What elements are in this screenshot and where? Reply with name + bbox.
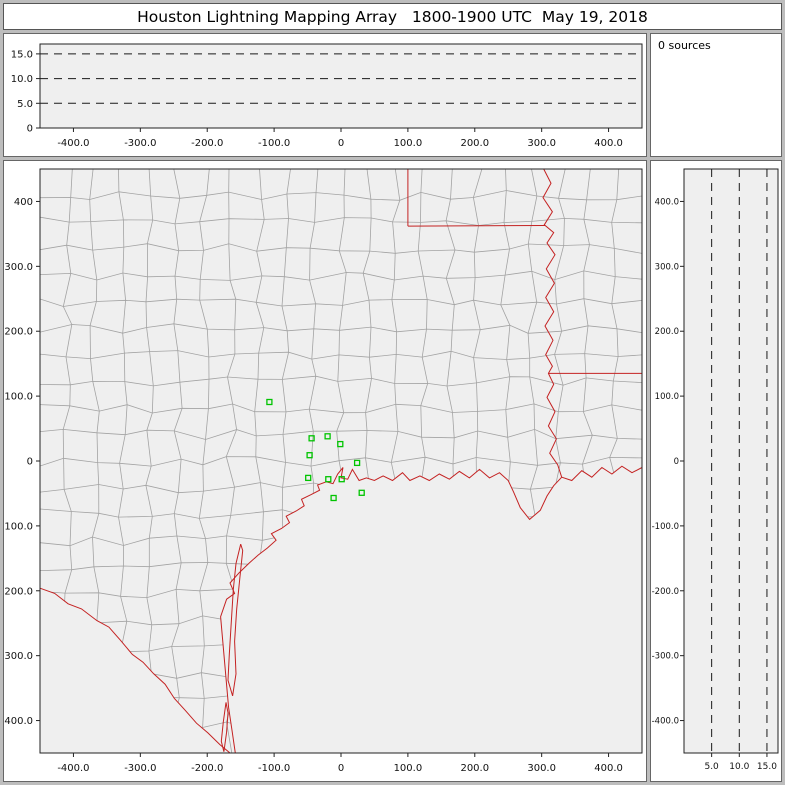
svg-text:10.0: 10.0 — [729, 762, 749, 772]
svg-text:-100.0: -100.0 — [652, 522, 679, 532]
svg-text:-200.0: -200.0 — [191, 763, 223, 774]
x-axis-ticks: -400.0 -300.0 -200.0 -100.0 0 100.0 200.0 300.0… — [57, 128, 623, 149]
lma-stations — [266, 398, 365, 502]
altitude-ns-plot[interactable]: 400.0 300.0 200.0 100.0 0 -100.0 -200.0 -300.0 -… — [651, 161, 781, 781]
altitude-ew-panel: 0 5.0 10.0 15.0 -400.0 -300.0 -200.0 -100.0 0 100… — [3, 33, 647, 157]
svg-text:5.0: 5.0 — [704, 762, 719, 772]
plan-view-map-panel: 400300.0200.0100.00-100.0-200.0-300.0-40… — [3, 160, 647, 782]
svg-text:15.0: 15.0 — [11, 49, 33, 60]
svg-text:400.0: 400.0 — [594, 763, 623, 774]
svg-text:400.0: 400.0 — [594, 138, 623, 149]
plot-grid: 0 5.0 10.0 15.0 -400.0 -300.0 -200.0 -100.0 0 100… — [3, 33, 782, 782]
svg-text:200.0: 200.0 — [460, 138, 489, 149]
svg-text:0: 0 — [27, 457, 33, 468]
svg-text:-300.0: -300.0 — [124, 138, 156, 149]
svg-text:-300.0: -300.0 — [4, 651, 33, 662]
svg-text:-300.0: -300.0 — [124, 763, 156, 774]
svg-text:-100.0: -100.0 — [258, 763, 290, 774]
svg-text:100.0: 100.0 — [394, 763, 423, 774]
svg-text:-400.0: -400.0 — [57, 763, 89, 774]
svg-text:0: 0 — [27, 124, 33, 135]
x-axis-ticks: 5.0 10.0 15.0 — [704, 753, 777, 772]
svg-text:300.0: 300.0 — [527, 763, 556, 774]
altitude-gridlines — [40, 53, 642, 104]
svg-text:200.0: 200.0 — [655, 327, 679, 337]
page-title: Houston Lightning Mapping Array 1800-190… — [3, 3, 782, 30]
svg-text:300.0: 300.0 — [4, 262, 33, 273]
svg-text:300.0: 300.0 — [655, 262, 679, 272]
y-axis-ticks: 400 300.0 200.0 100.0 0 -100.0 -200.0 -300.0 -40… — [4, 197, 40, 727]
svg-text:100.0: 100.0 — [4, 392, 33, 403]
svg-text:-100.0: -100.0 — [258, 138, 290, 149]
altitude-ew-plot[interactable]: 0 5.0 10.0 15.0 -400.0 -300.0 -200.0 -100.0 0 100… — [4, 34, 646, 156]
svg-text:100.0: 100.0 — [655, 392, 679, 402]
svg-text:200.0: 200.0 — [460, 763, 489, 774]
svg-text:300.0: 300.0 — [527, 138, 556, 149]
svg-text:-400.0: -400.0 — [4, 716, 33, 727]
svg-text:-200.0: -200.0 — [652, 587, 679, 597]
svg-text:0: 0 — [338, 138, 344, 149]
svg-text:-400.0: -400.0 — [57, 138, 89, 149]
svg-text:-200.0: -200.0 — [191, 138, 223, 149]
sources-panel: 0 sources — [650, 33, 782, 157]
svg-text:-200.0: -200.0 — [4, 586, 33, 597]
sources-count: 0 sources — [658, 39, 711, 52]
plan-view-map[interactable]: 400300.0200.0100.00-100.0-200.0-300.0-40… — [4, 161, 646, 781]
svg-text:0: 0 — [674, 457, 679, 467]
svg-text:400: 400 — [14, 197, 33, 208]
svg-text:-400.0: -400.0 — [652, 717, 679, 727]
svg-text:5.0: 5.0 — [17, 99, 33, 110]
svg-text:100.0: 100.0 — [394, 138, 423, 149]
svg-text:0: 0 — [338, 763, 344, 774]
y-axis-ticks: 400.0 300.0 200.0 100.0 0 -100.0 -200.0 -300.0 -… — [652, 197, 684, 727]
svg-text:200.0: 200.0 — [4, 327, 33, 338]
svg-text:-100.0: -100.0 — [4, 521, 33, 532]
svg-text:15.0: 15.0 — [757, 762, 777, 772]
x-axis-ticks: -400.0 -300.0 -200.0 -100.0 0 100.0 200.0 300.0… — [57, 753, 623, 774]
state-borders — [39, 168, 643, 754]
altitude-ns-panel: 400.0 300.0 200.0 100.0 0 -100.0 -200.0 -300.0 -… — [650, 160, 782, 782]
svg-text:400.0: 400.0 — [655, 197, 679, 207]
svg-text:-300.0: -300.0 — [652, 652, 679, 662]
svg-text:10.0: 10.0 — [11, 74, 33, 85]
y-axis-ticks: 0 5.0 10.0 15.0 — [11, 49, 40, 135]
